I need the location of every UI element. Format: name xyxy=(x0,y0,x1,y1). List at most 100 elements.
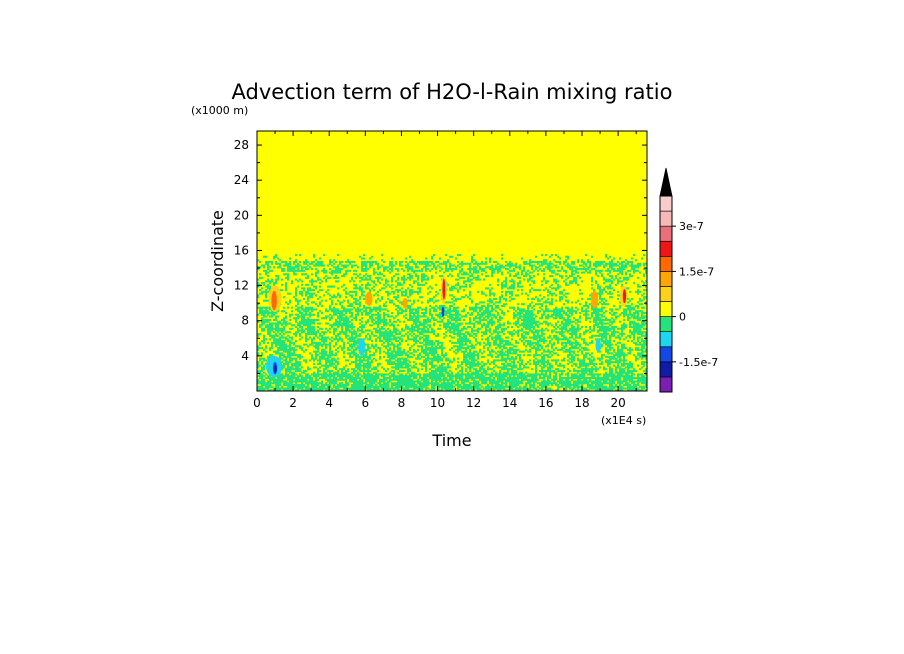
field-cell xyxy=(425,362,428,365)
field-cell xyxy=(383,350,386,353)
field-cell xyxy=(341,348,344,351)
field-cell xyxy=(373,327,376,330)
field-cell xyxy=(311,310,314,313)
field-cell xyxy=(379,352,382,355)
field-cell xyxy=(319,261,322,264)
field-cell xyxy=(459,347,462,350)
field-cell xyxy=(333,345,336,348)
field-cell xyxy=(289,299,292,302)
field-cell xyxy=(409,385,412,388)
field-cell xyxy=(351,345,354,348)
field-cell xyxy=(265,296,268,299)
field-cell xyxy=(421,333,424,336)
field-cell xyxy=(465,331,468,334)
field-cell xyxy=(369,362,372,365)
field-cell xyxy=(477,306,480,309)
field-cell xyxy=(405,313,408,316)
field-cell xyxy=(285,283,288,286)
field-cell xyxy=(377,320,380,323)
field-cell xyxy=(413,282,416,285)
field-cell xyxy=(307,329,310,332)
field-cell xyxy=(521,257,524,260)
field-cell xyxy=(403,378,406,381)
field-cell xyxy=(459,376,462,380)
field-cell xyxy=(493,331,496,334)
field-cell xyxy=(391,375,394,378)
field-cell xyxy=(415,341,418,344)
field-cell xyxy=(445,357,448,360)
field-cell xyxy=(507,262,510,265)
field-cell xyxy=(391,315,394,318)
field-cell xyxy=(361,266,364,269)
field-cell xyxy=(497,304,500,307)
field-cell xyxy=(267,331,270,334)
field-cell xyxy=(443,387,446,390)
field-cell xyxy=(425,364,428,367)
field-cell xyxy=(285,311,288,315)
field-cell xyxy=(377,306,380,309)
field-cell xyxy=(467,385,470,388)
field-cell xyxy=(393,336,396,339)
field-cell xyxy=(425,306,428,309)
field-cell xyxy=(363,371,366,374)
field-cell xyxy=(427,387,430,390)
field-cell xyxy=(411,355,414,358)
field-cell xyxy=(479,313,482,316)
field-cell xyxy=(285,261,288,264)
field-cell xyxy=(317,347,320,350)
field-cell xyxy=(263,371,266,374)
field-cell xyxy=(417,275,420,278)
field-cell xyxy=(437,313,440,316)
field-cell xyxy=(459,317,462,320)
field-cell xyxy=(365,383,368,387)
field-cell xyxy=(329,348,332,351)
field-cell xyxy=(347,338,350,341)
field-cell xyxy=(357,364,360,367)
field-cell xyxy=(419,333,422,336)
field-cell xyxy=(457,340,460,343)
field-cell xyxy=(379,333,382,336)
field-cell xyxy=(521,329,524,332)
field-cell xyxy=(473,347,476,350)
field-cell xyxy=(469,385,472,388)
field-cell xyxy=(319,334,322,337)
field-cell xyxy=(353,333,356,336)
field-cell xyxy=(487,336,490,339)
field-cell xyxy=(365,373,368,376)
field-cell xyxy=(417,306,420,309)
field-cell xyxy=(319,341,322,344)
field-cell xyxy=(451,341,454,344)
field-cell xyxy=(457,327,460,330)
field-cell xyxy=(427,299,430,302)
field-cell xyxy=(327,361,330,364)
field-cell xyxy=(295,366,298,369)
field-cell xyxy=(521,359,524,362)
field-cell xyxy=(391,257,394,260)
field-cell xyxy=(371,389,374,391)
field-cell xyxy=(405,378,408,381)
field-cell xyxy=(333,308,336,311)
field-cell xyxy=(425,380,428,383)
field-cell xyxy=(501,327,504,330)
field-cell xyxy=(457,364,460,367)
field-cell xyxy=(467,352,470,355)
field-cell xyxy=(505,357,508,360)
field-cell xyxy=(333,271,336,274)
field-cell xyxy=(507,264,510,267)
field-cell xyxy=(301,348,304,351)
field-cell xyxy=(451,313,454,316)
field-cell xyxy=(489,327,492,330)
field-cell xyxy=(359,361,362,364)
field-cell xyxy=(517,354,520,357)
field-cell xyxy=(347,324,350,327)
field-cell xyxy=(497,334,500,337)
field-cell xyxy=(445,310,448,313)
field-cell xyxy=(377,369,380,372)
field-cell xyxy=(469,333,472,336)
field-cell xyxy=(285,389,288,391)
field-cell xyxy=(275,334,278,337)
field-cell xyxy=(411,311,414,315)
field-cell xyxy=(297,306,300,309)
field-cell xyxy=(309,320,312,323)
field-cell xyxy=(481,315,484,318)
